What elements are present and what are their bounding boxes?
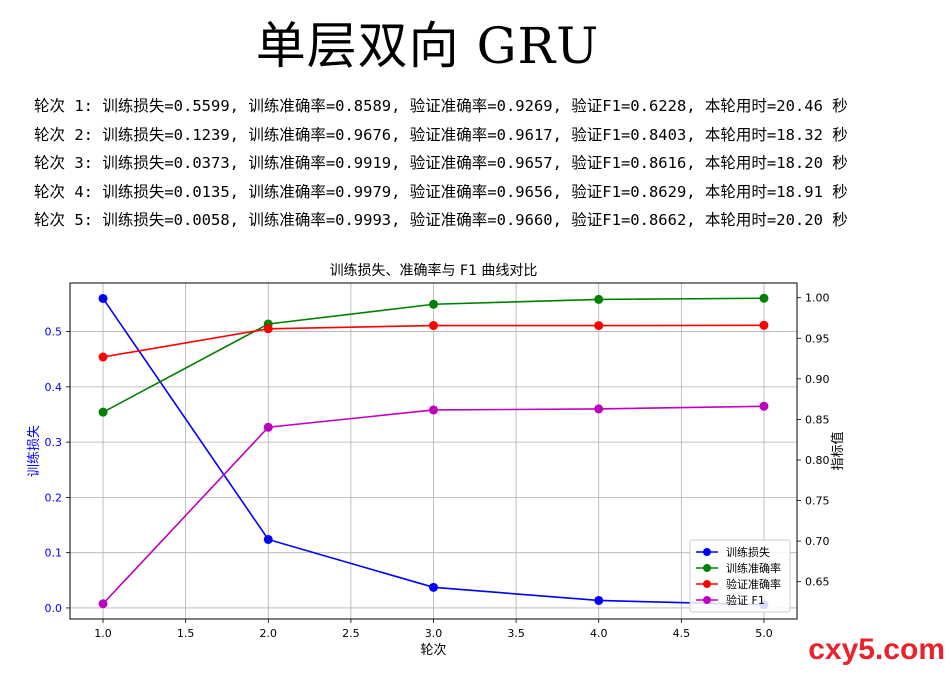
y-left-tick-label: 0.4	[45, 381, 63, 394]
x-tick-label: 1.0	[94, 627, 112, 640]
legend-label-4: 验证 F1	[726, 593, 765, 607]
y-right-tick-label: 0.80	[805, 454, 830, 467]
series-4-point	[98, 599, 108, 609]
watermark: cxy5.com	[808, 633, 945, 666]
y-right-tick-label: 0.85	[805, 413, 830, 426]
x-tick-label: 3.0	[425, 627, 443, 640]
x-axis-label: 轮次	[420, 642, 446, 658]
metrics-chart: 1.0 1.5 2.0 2.5 3.0 3.5 4.0 4.5 5.0 0.0 0.1 0.2 0.3 0…	[27, 262, 846, 658]
series-4-point	[429, 405, 438, 415]
y-right-tick-label: 0.90	[805, 373, 830, 386]
page-title: 单层双向 GRU	[255, 17, 600, 75]
chart-title: 训练损失、准确率与 F1 曲线对比	[330, 262, 538, 279]
series-1-point	[429, 582, 438, 592]
series-2-point	[759, 293, 769, 303]
series-3-point	[759, 320, 769, 330]
series-4-point	[263, 422, 273, 432]
series-3-point	[594, 321, 604, 331]
log-line-epoch-4: 轮次 4: 训练损失=0.0135, 训练准确率=0.9979, 验证准确率=0…	[34, 182, 848, 201]
legend-label-3: 验证准确率	[726, 577, 781, 591]
log-line-epoch-3: 轮次 3: 训练损失=0.0373, 训练准确率=0.9919, 验证准确率=0…	[34, 154, 848, 172]
series-3-point	[98, 352, 108, 362]
legend-marker-1	[703, 548, 711, 556]
y-right-tick-label: 0.95	[805, 332, 830, 345]
legend-marker-2	[703, 564, 711, 572]
x-tick-label: 2.5	[342, 627, 360, 640]
x-tick-label: 3.5	[507, 627, 525, 640]
log-line-epoch-2: 轮次 2: 训练损失=0.1239, 训练准确率=0.9676, 验证准确率=0…	[34, 125, 848, 144]
y-left-tick-label: 0.5	[45, 326, 63, 339]
x-tick-label: 5.0	[755, 627, 773, 640]
y-left-tick-label: 0.3	[45, 436, 63, 449]
plot-frame	[69, 282, 798, 620]
series-1-point	[263, 534, 273, 544]
series-4-point	[594, 404, 604, 414]
series-2-point	[429, 299, 438, 309]
series-2-point	[98, 407, 108, 417]
x-tick-label: 4.0	[590, 627, 608, 640]
y-right-tick-label: 0.75	[805, 495, 830, 508]
x-tick-label: 2.0	[260, 627, 278, 640]
y-right-tick-label: 1.00	[805, 292, 830, 305]
legend-label-1: 训练损失	[726, 545, 770, 559]
y-left-tick-label: 0.2	[45, 491, 63, 504]
series-2-point	[594, 294, 604, 304]
log-line-epoch-1: 轮次 1: 训练损失=0.5599, 训练准确率=0.8589, 验证准确率=0…	[34, 97, 848, 115]
y-left-axis-label: 训练损失	[27, 425, 42, 477]
x-tick-label: 1.5	[177, 627, 195, 640]
legend-box	[689, 539, 791, 613]
series-3-point	[263, 324, 273, 334]
x-tick-label: 4.5	[673, 627, 691, 640]
y-left-tick-label: 0.0	[45, 602, 63, 615]
y-left-tick-label: 0.1	[45, 547, 63, 560]
y-right-tick-label: 0.70	[805, 535, 830, 548]
series-1-point	[594, 595, 604, 605]
training-log: 轮次 1: 训练损失=0.5599, 训练准确率=0.8589, 验证准确率=0…	[34, 92, 848, 235]
legend-marker-4	[703, 596, 711, 604]
log-line-epoch-5: 轮次 5: 训练损失=0.0058, 训练准确率=0.9993, 验证准确率=0…	[34, 211, 848, 229]
series-1-point	[98, 293, 108, 303]
legend-label-2: 训练准确率	[726, 561, 781, 575]
y-right-tick-label: 0.65	[805, 576, 830, 589]
y-right-axis-label: 指标值	[830, 431, 846, 470]
series-3-point	[429, 321, 438, 331]
legend-marker-3	[703, 580, 711, 588]
series-4-point	[759, 401, 769, 411]
